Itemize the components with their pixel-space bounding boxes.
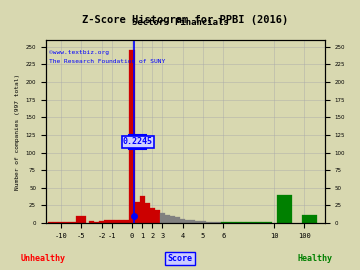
Title: Z-Score Histogram for PPBI (2016): Z-Score Histogram for PPBI (2016) (82, 15, 288, 25)
Text: The Research Foundation of SUNY: The Research Foundation of SUNY (49, 59, 165, 64)
Bar (104, 220, 109, 223)
Bar (76, 216, 86, 223)
Bar (246, 222, 251, 223)
Bar (175, 217, 180, 223)
Bar (231, 222, 236, 223)
Text: Sector: Financials: Sector: Financials (132, 18, 228, 28)
Bar (130, 50, 135, 223)
Bar (221, 222, 226, 223)
Bar (236, 222, 241, 223)
Bar (276, 195, 292, 223)
Bar (53, 222, 58, 223)
Bar (155, 210, 160, 223)
Bar (165, 215, 170, 223)
Bar (135, 202, 140, 223)
Bar (266, 222, 271, 223)
Bar (160, 213, 165, 223)
Bar (211, 222, 216, 223)
Bar (251, 222, 256, 223)
Bar (150, 208, 155, 223)
Bar (89, 221, 94, 223)
Bar (180, 219, 185, 223)
Bar (256, 222, 261, 223)
Y-axis label: Number of companies (997 total): Number of companies (997 total) (15, 73, 20, 190)
Text: Unhealthy: Unhealthy (21, 254, 66, 263)
Text: Score: Score (167, 254, 193, 263)
Bar (48, 222, 53, 223)
Bar (206, 222, 211, 223)
Bar (170, 216, 175, 223)
Bar (99, 221, 104, 223)
Bar (119, 220, 125, 223)
Text: ©www.textbiz.org: ©www.textbiz.org (49, 50, 109, 55)
Bar (94, 222, 99, 223)
Bar (69, 222, 74, 223)
Bar (74, 222, 79, 223)
Bar (58, 222, 63, 223)
Bar (201, 221, 206, 223)
Bar (125, 220, 130, 223)
Bar (195, 221, 201, 223)
Bar (226, 222, 231, 223)
Bar (302, 215, 317, 223)
Bar (190, 220, 195, 223)
Bar (109, 220, 114, 223)
Bar (140, 196, 145, 223)
Bar (145, 203, 150, 223)
Text: 0.2245: 0.2245 (123, 137, 153, 146)
Bar (63, 222, 69, 223)
Bar (241, 222, 246, 223)
Bar (114, 220, 119, 223)
Bar (216, 222, 221, 223)
Bar (261, 222, 266, 223)
Text: Healthy: Healthy (297, 254, 333, 263)
Bar (185, 220, 190, 223)
